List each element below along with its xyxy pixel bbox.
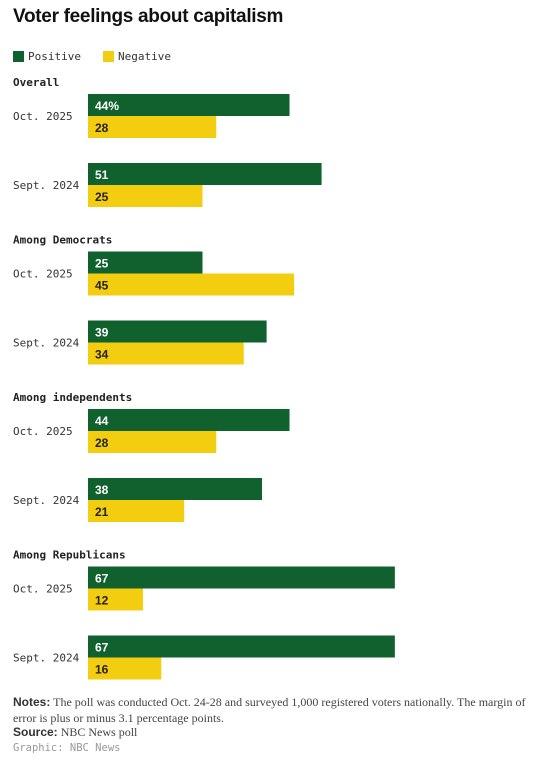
data-label-negative: 16 bbox=[95, 663, 109, 677]
bar-negative bbox=[88, 657, 162, 680]
row-label: Sept. 2024 bbox=[13, 337, 80, 350]
row-label: Sept. 2024 bbox=[13, 652, 80, 665]
legend-item-positive: Positive bbox=[13, 50, 81, 63]
data-label-positive: 38 bbox=[95, 483, 109, 497]
data-label-negative: 25 bbox=[95, 190, 109, 204]
row-label: Oct. 2025 bbox=[13, 110, 73, 123]
bar-negative bbox=[88, 273, 295, 296]
legend-label-positive: Positive bbox=[28, 49, 81, 63]
bar-positive bbox=[88, 94, 290, 116]
bar-negative bbox=[88, 342, 244, 365]
bar-positive bbox=[88, 635, 395, 658]
data-label-negative: 12 bbox=[95, 594, 109, 608]
bar-positive bbox=[88, 251, 203, 274]
data-label-positive: 51 bbox=[95, 168, 109, 182]
notes: Notes: The poll was conducted Oct. 24-28… bbox=[13, 694, 543, 726]
group-label-among-independents: Among independents bbox=[13, 391, 132, 404]
row-label: Sept. 2024 bbox=[13, 494, 80, 507]
bar-positive bbox=[88, 409, 290, 431]
bar-negative bbox=[88, 588, 143, 611]
data-label-negative: 28 bbox=[95, 121, 109, 135]
data-label-positive: 39 bbox=[95, 326, 109, 340]
data-label-negative: 21 bbox=[95, 505, 109, 519]
row-label: Oct. 2025 bbox=[13, 583, 73, 596]
row-label: Oct. 2025 bbox=[13, 268, 73, 281]
bar-positive bbox=[88, 478, 263, 500]
data-label-negative: 45 bbox=[95, 279, 109, 293]
source-label: Source: bbox=[13, 725, 58, 739]
data-label-negative: 28 bbox=[95, 436, 109, 450]
row-label: Oct. 2025 bbox=[13, 425, 73, 438]
row-label: Sept. 2024 bbox=[13, 179, 80, 192]
notes-label: Notes: bbox=[13, 695, 51, 709]
source-text: NBC News poll bbox=[60, 725, 138, 739]
notes-text: The poll was conducted Oct. 24-28 and su… bbox=[13, 695, 526, 725]
group-label-overall: Overall bbox=[13, 76, 59, 89]
bar-negative bbox=[88, 185, 203, 207]
legend-label-negative: Negative bbox=[117, 49, 171, 63]
bar-positive bbox=[88, 320, 267, 343]
bar-chart: Overall Oct. 2025 44% 28 Sept. 2024 51 25 Among… bbox=[13, 76, 395, 680]
graphic-credit: Graphic: NBC News bbox=[13, 742, 121, 754]
bar-negative bbox=[88, 431, 217, 453]
legend: Positive Negative bbox=[13, 48, 193, 64]
source: Source: NBC News poll bbox=[13, 725, 137, 740]
group-label-among-republicans: Among Republicans bbox=[13, 549, 126, 562]
bar-positive bbox=[88, 163, 322, 185]
legend-item-negative: Negative bbox=[102, 49, 171, 63]
data-label-positive: 44% bbox=[95, 99, 119, 113]
chart-title: Voter feelings about capitalism bbox=[13, 6, 284, 27]
bar-negative bbox=[88, 500, 185, 522]
data-label-positive: 67 bbox=[95, 572, 109, 586]
legend-swatch-negative bbox=[102, 50, 114, 62]
group-label-among-democrats: Among Democrats bbox=[13, 234, 112, 247]
data-label-positive: 67 bbox=[95, 641, 109, 655]
data-label-positive: 25 bbox=[95, 257, 109, 271]
data-label-positive: 44 bbox=[95, 414, 109, 428]
legend-swatch-positive bbox=[13, 50, 24, 62]
bar-negative bbox=[88, 116, 217, 138]
bar-positive bbox=[88, 566, 395, 589]
data-label-negative: 34 bbox=[95, 348, 109, 362]
